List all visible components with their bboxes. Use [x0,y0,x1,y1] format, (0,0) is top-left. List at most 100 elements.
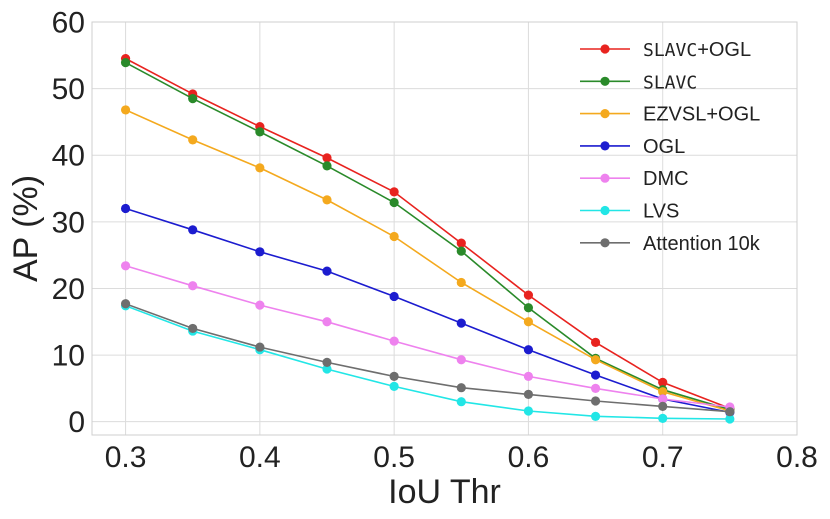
legend-item-ogl: OGL [580,136,685,158]
legend-marker [600,173,610,183]
data-point-slavc-ogl [322,153,332,163]
data-point-dmc [120,261,131,271]
legend-label-text: DMC [643,168,689,190]
data-point-ogl [255,247,265,257]
data-point-slavc [188,94,198,104]
legend-item-attention-10k: Attention 10k [580,233,761,255]
series-lvs [120,301,735,424]
data-point-ogl [389,291,399,302]
data-point-lvs [456,397,466,407]
series-line-lvs [125,305,730,420]
legend-label-text: LVS [643,201,679,223]
data-point-ezvsl-ogl [389,231,399,242]
y-tick-label: 20 [52,273,85,306]
data-point-lvs [322,364,332,374]
data-point-attention-10k [658,401,668,411]
data-point-ezvsl-ogl [590,355,601,365]
data-point-slavc [255,127,265,137]
series-line-attention-10k [125,303,730,413]
data-point-attention-10k [389,371,399,381]
legend-item-slavc: SLAVC [580,72,697,93]
data-point-slavc-ogl [456,238,466,248]
data-point-dmc [658,394,668,404]
y-tick-label: 10 [52,340,85,373]
data-point-ogl [456,318,466,328]
series-dmc [120,261,735,412]
legend-label: EZVSL+OGL [643,104,760,126]
data-point-lvs [725,414,735,424]
legend-marker [600,76,610,86]
data-point-ezvsl-ogl [255,163,265,173]
y-tick-label: 50 [52,73,85,106]
plot-frame [91,21,798,436]
legend-marker [600,109,610,119]
x-tick-label: 0.6 [508,441,550,474]
legend: SLAVC+OGLSLAVCEZVSL+OGLOGLDMCLVSAttentio… [580,39,761,255]
legend-label-text: OGL [643,136,685,158]
data-point-ezvsl-ogl [188,135,198,145]
legend-item-ezvsl-ogl: EZVSL+OGL [580,104,760,126]
x-tick-label: 0.8 [776,441,818,474]
legend-label-text: Attention 10k [643,233,761,255]
legend-item-dmc: DMC [580,168,689,190]
data-point-lvs [389,381,399,391]
gridlines [92,21,798,435]
data-point-ogl [523,345,534,355]
legend-marker [600,238,610,248]
legend-label-text: EZVSL+OGL [643,104,760,126]
legend-label: SLAVC+OGL [643,39,751,61]
series-line-ezvsl-ogl [125,109,731,412]
data-point-lvs [523,406,534,416]
data-point-slavc-ogl [658,377,668,387]
data-point-slavc [322,161,332,171]
legend-label: Attention 10k [643,233,761,255]
y-tick-label: 0 [68,406,85,439]
x-tick-label: 0.7 [642,441,684,474]
series-attention-10k [120,299,735,417]
data-point-attention-10k [255,342,265,352]
legend-label: LVS [643,201,679,223]
legend-label-text: +OGL [697,39,751,61]
data-point-ezvsl-ogl [120,105,131,115]
data-point-dmc [590,383,601,393]
y-axis-label: AP (%) [7,175,45,282]
data-point-ezvsl-ogl [322,195,332,205]
data-point-slavc [389,197,399,208]
data-point-dmc [255,300,265,310]
legend-item-slavc-ogl: SLAVC+OGL [580,39,751,61]
x-tick-label: 0.5 [373,441,415,474]
legend-label: OGL [643,136,685,158]
y-tick-label: 40 [52,140,85,173]
series-layer [120,54,735,424]
series-line-dmc [125,265,730,408]
tick-labels: 0.3 0.4 0.5 0.6 0.7 0.8 0 10 20 30 40 50 60 [52,7,818,475]
data-point-dmc [188,281,198,291]
data-point-slavc-ogl [389,187,399,197]
data-point-ezvsl-ogl [456,277,466,288]
data-point-lvs [658,413,668,423]
series-line-ogl [125,207,731,414]
data-point-attention-10k [456,383,466,393]
data-point-dmc [389,336,399,346]
y-tick-label: 60 [52,7,85,40]
data-point-dmc [523,371,534,381]
data-point-dmc [456,355,466,365]
x-tick-label: 0.3 [105,441,147,474]
series-line-slavc-ogl [125,57,731,410]
data-point-slavc [456,246,466,256]
data-point-dmc [322,317,332,327]
data-point-slavc [523,303,534,313]
legend-label-mono: SLAVC [643,40,697,61]
data-point-attention-10k [188,323,198,334]
data-point-slavc-ogl [590,337,601,348]
series-line-slavc [125,61,731,411]
data-point-ogl [120,203,131,214]
data-point-attention-10k [590,396,601,406]
data-point-ezvsl-ogl [523,317,534,327]
legend-marker [600,44,610,54]
data-point-ogl [322,266,332,276]
x-axis-label: IoU Thr [388,473,501,511]
data-point-slavc [120,58,131,68]
